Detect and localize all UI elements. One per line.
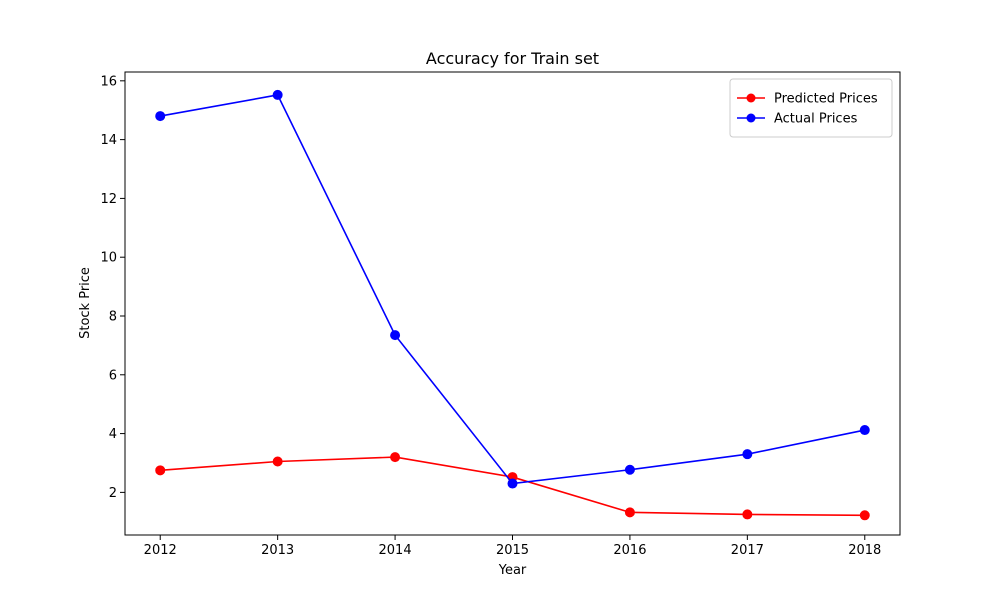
x-tick-label: 2016 xyxy=(613,543,646,558)
chart-title: Accuracy for Train set xyxy=(426,49,599,68)
data-point-actual-prices xyxy=(624,464,635,475)
data-point-predicted-prices xyxy=(155,465,166,476)
x-tick-label: 2015 xyxy=(496,543,529,558)
y-tick-label: 10 xyxy=(100,251,117,266)
data-point-actual-prices xyxy=(390,330,401,341)
data-point-predicted-prices xyxy=(742,509,753,520)
legend: Predicted Prices Actual Prices xyxy=(729,78,893,138)
x-axis-label: Year xyxy=(498,563,527,578)
y-tick-label: 6 xyxy=(109,368,117,383)
y-tick-label: 14 xyxy=(100,133,117,148)
y-tick-label: 2 xyxy=(109,486,117,501)
x-tick-label: 2017 xyxy=(731,543,764,558)
x-tick-label: 2014 xyxy=(379,543,412,558)
x-tick-label: 2012 xyxy=(144,543,177,558)
plot-frame xyxy=(124,71,901,536)
y-tick-label: 8 xyxy=(109,309,117,324)
data-point-actual-prices xyxy=(859,425,870,436)
data-point-actual-prices xyxy=(272,89,283,100)
x-tick-label: 2018 xyxy=(848,543,881,558)
y-tick-label: 4 xyxy=(109,427,117,442)
legend-label-actual-prices: Actual Prices xyxy=(774,112,858,127)
y-axis-label: Stock Price xyxy=(78,267,93,339)
y-tick-label: 12 xyxy=(100,192,117,207)
legend-marker-actual-prices xyxy=(746,113,756,123)
data-point-predicted-prices xyxy=(859,510,870,521)
data-point-predicted-prices xyxy=(272,456,283,467)
data-point-predicted-prices xyxy=(390,452,401,463)
data-point-actual-prices xyxy=(155,111,166,122)
legend-box xyxy=(729,78,893,138)
y-tick-label: 16 xyxy=(100,74,117,89)
plot-area: 2012 2013 2014 2015 2016 2017 2018 2 4 6 8 10 12 14 16 xyxy=(100,71,901,558)
x-tick-label: 2013 xyxy=(261,543,294,558)
legend-label-predicted-prices: Predicted Prices xyxy=(774,92,878,107)
data-point-actual-prices xyxy=(507,478,518,489)
data-point-predicted-prices xyxy=(624,507,635,518)
legend-marker-predicted-prices xyxy=(746,93,756,103)
series-line-actual-prices xyxy=(160,94,865,485)
data-point-actual-prices xyxy=(742,449,753,460)
